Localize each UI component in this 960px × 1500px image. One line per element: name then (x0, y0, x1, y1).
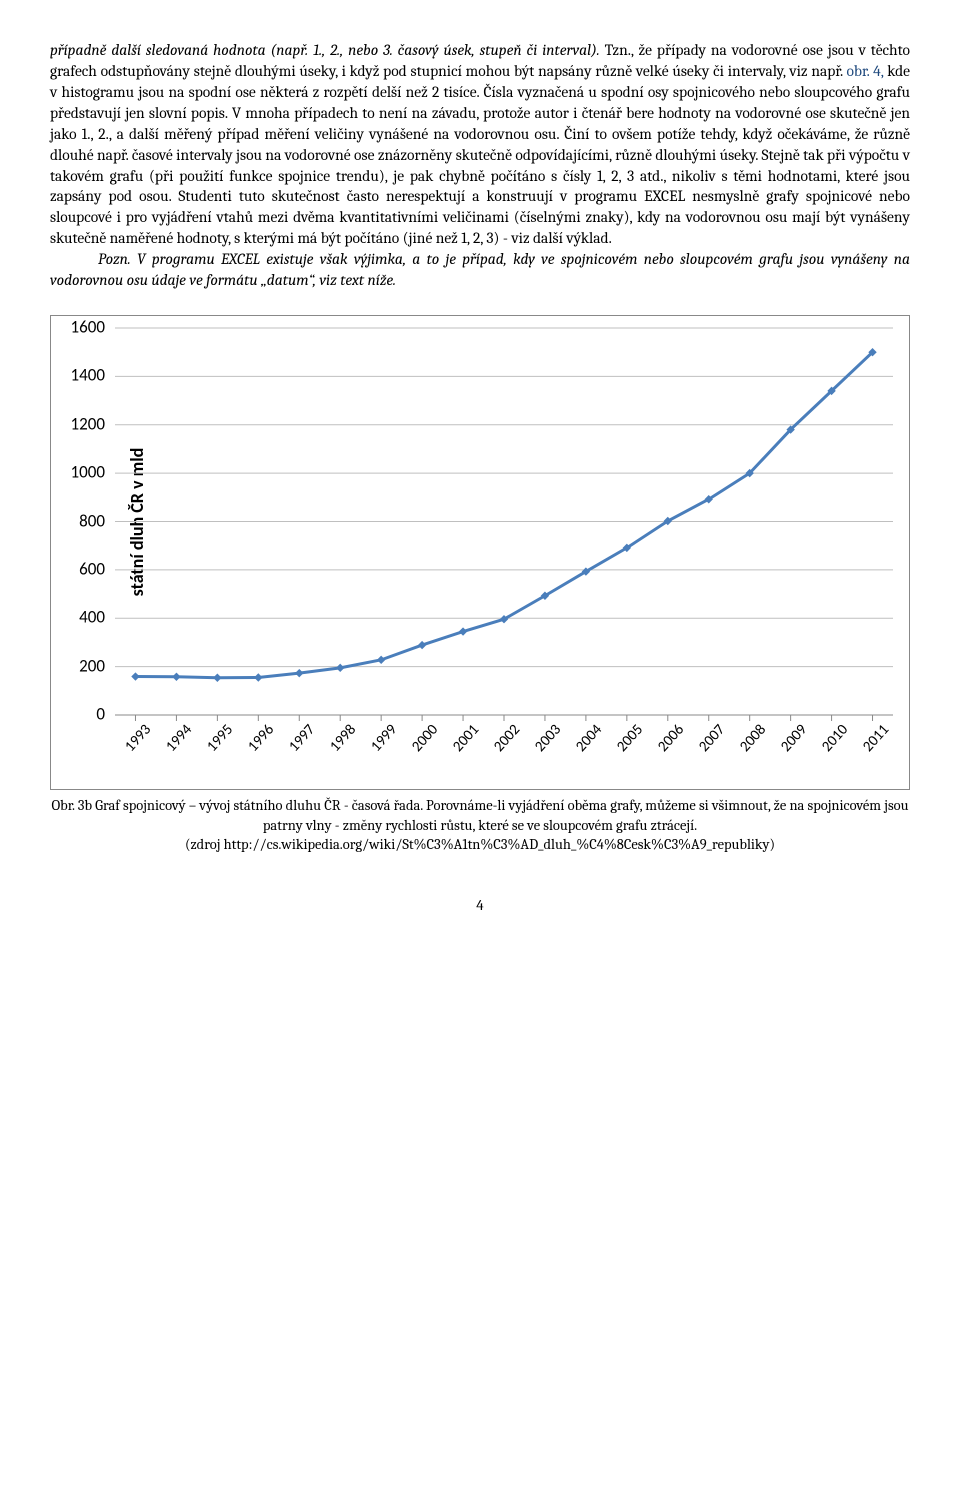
chart-svg (115, 328, 893, 715)
para1-italic-prefix: případně další sledovaná hodnota (např. … (50, 41, 600, 59)
y-tick-label: 200 (79, 655, 105, 678)
x-tick-label: 1995 (203, 720, 238, 756)
x-tick-label: 2006 (653, 720, 688, 756)
y-tick-label: 1000 (71, 462, 105, 485)
caption-line2: (zdroj http://cs.wikipedia.org/wiki/St%C… (185, 836, 775, 853)
x-tick-label: 2000 (408, 720, 443, 756)
y-tick-label: 800 (79, 510, 105, 533)
caption-line1: Obr. 3b Graf spojnicový – vývoj státního… (51, 797, 908, 834)
figure-caption: Obr. 3b Graf spojnicový – vývoj státního… (50, 796, 910, 855)
y-tick-label: 400 (79, 607, 105, 630)
x-tick-label: 2003 (531, 720, 566, 756)
para1-blue-ref: obr. 4, (846, 62, 883, 80)
y-tick-label: 1200 (71, 413, 105, 436)
page-number: 4 (50, 895, 910, 915)
x-tick-label: 2005 (612, 720, 647, 756)
line-chart-container: státní dluh ČR v mld 0200400600800100012… (50, 315, 910, 790)
y-tick-label: 0 (96, 704, 105, 727)
para1-after-blue: kde v histogramu jsou na spodní ose někt… (50, 62, 910, 247)
y-tick-label: 1600 (71, 317, 105, 340)
x-tick-label: 2009 (776, 720, 811, 756)
x-tick-label: 2007 (694, 720, 729, 756)
x-tick-label: 2008 (735, 720, 770, 756)
body-paragraph-2: Pozn. V programu EXCEL existuje však výj… (50, 249, 910, 291)
x-tick-label: 2010 (817, 720, 852, 756)
x-tick-label: 1993 (121, 720, 156, 756)
x-tick-label: 1998 (326, 720, 361, 756)
chart-plot-area: státní dluh ČR v mld 0200400600800100012… (115, 328, 893, 715)
x-tick-label: 1997 (285, 720, 320, 756)
x-tick-label: 1994 (162, 720, 197, 756)
y-tick-label: 600 (79, 558, 105, 581)
body-paragraph-1: případně další sledovaná hodnota (např. … (50, 40, 910, 249)
x-tick-label: 1996 (244, 720, 279, 756)
x-tick-label: 2011 (858, 720, 893, 756)
y-tick-label: 1400 (71, 365, 105, 388)
x-tick-label: 2001 (449, 720, 484, 756)
x-tick-label: 2004 (571, 720, 606, 756)
x-tick-label: 2002 (490, 720, 525, 756)
x-tick-label: 1999 (367, 720, 402, 756)
